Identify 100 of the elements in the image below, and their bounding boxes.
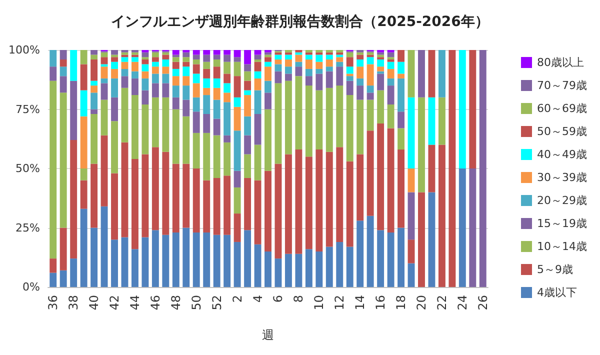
bar [305,68,312,76]
bar [50,80,57,259]
bar [264,170,272,252]
bar [387,232,394,287]
bar [121,62,128,69]
bar [366,100,374,131]
bar [336,147,344,242]
bar [90,80,98,86]
bar [244,95,252,116]
bar [121,88,128,142]
bar [366,130,374,216]
bar [50,66,57,81]
bar [224,135,231,142]
bar [213,50,220,55]
bar [192,232,200,287]
bar [305,54,312,60]
bar [142,71,149,78]
bar [234,62,241,76]
bar [90,114,98,164]
bar [111,57,118,62]
bar [80,208,88,287]
bar [377,74,384,90]
bar [90,92,98,110]
bar [224,92,231,102]
x-tick-label: 22 [434,295,449,310]
bar [356,86,364,100]
bar [192,132,200,168]
legend-label: 15～19歳 [537,217,588,230]
bar [356,154,364,221]
bar [254,90,262,114]
bar [152,52,159,58]
bar [192,59,200,64]
bar [172,97,180,110]
x-tick-label: 48 [168,295,183,310]
bar [234,50,241,58]
bar [336,54,344,58]
bar [80,50,88,64]
bar [254,180,262,244]
x-tick-label: 2 [230,295,244,303]
legend-label: 70～79歳 [537,79,588,92]
bar [172,76,180,86]
bar [80,180,88,209]
y-tick-label: 0% [22,280,40,294]
bar [162,83,170,98]
bar [224,83,231,93]
bar [213,66,220,78]
bar [346,161,354,247]
bar [274,71,282,84]
bar [192,112,200,133]
legend-label: 30～39歳 [537,171,588,184]
bar [346,52,354,58]
bar [234,214,241,242]
bar [90,228,98,287]
bar [254,144,262,180]
bar [132,95,138,160]
bar [244,71,252,81]
bar [356,78,364,86]
bar [203,68,210,78]
bar [366,92,374,100]
x-tick-label: 52 [210,295,224,310]
bar [284,80,292,154]
bar [213,118,220,136]
bar [213,88,220,100]
bar [438,97,446,145]
legend-label: 20～29歳 [537,194,588,207]
bar [203,95,210,114]
x-tick-label: 36 [46,295,60,310]
bar [316,251,323,287]
bar [111,68,118,78]
bar [162,54,170,60]
bar [316,150,323,252]
bar [387,104,394,128]
bar [224,74,231,84]
bar [336,86,344,148]
bar [172,68,180,76]
bar [316,54,323,62]
bar [203,62,210,69]
bar [326,54,333,60]
bar [264,62,272,67]
bar [305,86,312,157]
x-tick-label: 4 [250,295,265,303]
bar [377,90,384,124]
bar [152,62,159,67]
bar [192,168,200,232]
bar [60,76,67,93]
bar [284,54,292,60]
bar [264,57,272,62]
bar [100,100,108,136]
bar [305,76,312,86]
bar [172,164,180,232]
bar [152,230,159,287]
bar [100,66,108,78]
y-tick-label: 50% [16,162,40,175]
bar [244,80,252,90]
bar [398,74,404,78]
bar [182,76,190,86]
bar [121,57,128,62]
bar [264,66,272,81]
bar [70,50,78,81]
bar [479,50,486,287]
